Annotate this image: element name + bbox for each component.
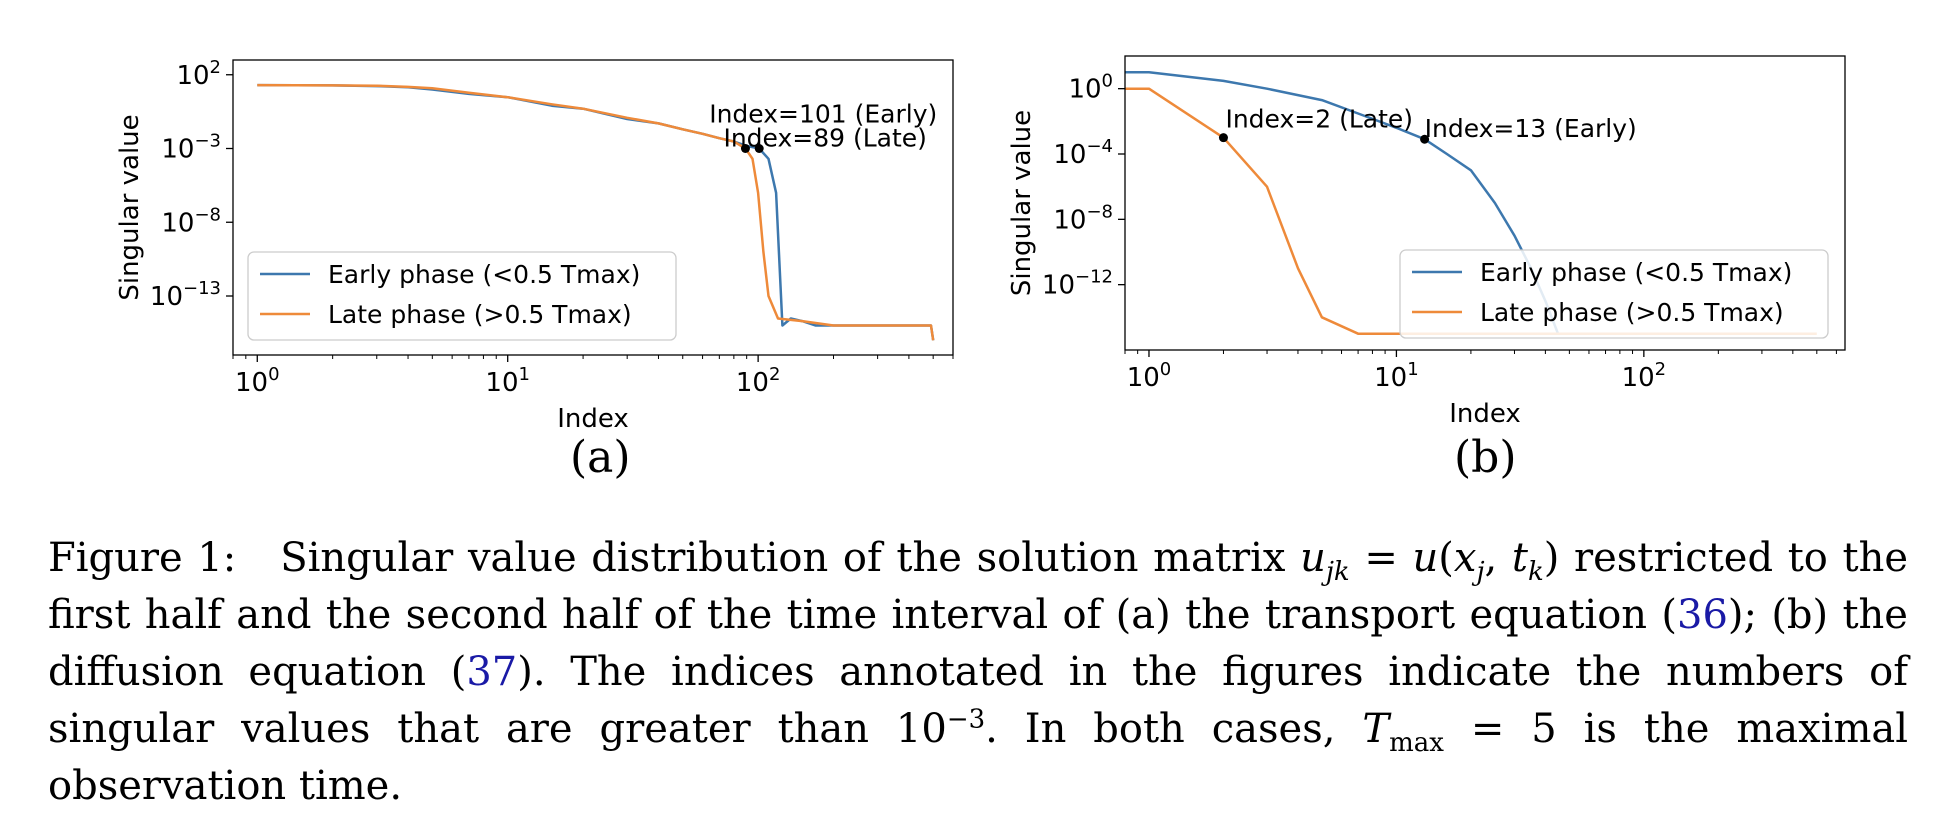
- x-tick-label: 100: [1127, 359, 1172, 393]
- subfigure-label-b: (b): [1454, 432, 1517, 483]
- y-tick-label: 102: [176, 57, 221, 91]
- legend-label: Early phase (<0.5 Tmax): [328, 260, 640, 289]
- x-axis-label: Index: [1449, 399, 1521, 429]
- annotation-label: Index=13 (Early): [1425, 114, 1637, 143]
- figure-page: 100 101 102 102 10−3 10−8 10−13 Index Singular v…: [48, 55, 1908, 809]
- y-tick-label: 10−13: [150, 278, 221, 312]
- x-tick-label: 101: [485, 364, 530, 398]
- legend-box: [247, 251, 677, 341]
- caption-text-3b: ). The indices annotated in the figures …: [48, 649, 1909, 752]
- y-tick-label: 10−8: [1053, 201, 1113, 235]
- legend-label: Early phase (<0.5 Tmax): [1480, 258, 1792, 287]
- legend-box: [1399, 249, 1829, 339]
- caption-math-ujk: ujk = u(xj, tk): [1300, 535, 1560, 587]
- x-tick-label: 101: [1374, 359, 1419, 393]
- legend-label: Late phase (>0.5 Tmax): [328, 300, 632, 329]
- caption-text-4b: . In both cases,: [985, 706, 1336, 752]
- caption-math-tmax: Tmax: [1362, 706, 1444, 758]
- annotation-label: Index=2 (Late): [1225, 105, 1413, 134]
- y-tick-label: 10−12: [1042, 267, 1113, 301]
- caption-text-2a: first half and the second half of the ti…: [48, 592, 1677, 638]
- caption-text-1b: restricted to the: [1573, 535, 1909, 581]
- plot-frame: [232, 59, 954, 356]
- caption-text-2b: ); (b) the: [1727, 592, 1908, 638]
- figure-caption: Figure 1: Singular value distribution of…: [48, 530, 1908, 815]
- plot-frame: [1124, 55, 1846, 351]
- y-tick-label: 100: [1068, 71, 1113, 105]
- caption-text-1a: Singular value distribution of the solut…: [280, 535, 1286, 581]
- annotation-label: Index=89 (Late): [723, 124, 926, 153]
- annotation-marker: [740, 144, 750, 153]
- y-axis-label: Singular value: [115, 114, 145, 300]
- caption-text-4a: values that are greater than 10: [241, 706, 947, 752]
- caption-figure-label: Figure 1:: [48, 535, 237, 581]
- subfigure-label-a: (a): [570, 432, 631, 483]
- annotation-label: Index=101 (Early): [709, 100, 937, 129]
- annotation-marker: [1218, 133, 1228, 143]
- caption-ref-37[interactable]: 37: [466, 649, 518, 695]
- x-tick-label: 102: [736, 364, 781, 398]
- caption-text-3a: diffusion equation (: [48, 649, 467, 695]
- annotation-marker: [1420, 134, 1430, 144]
- chart-a: 100 101 102 102 10−3 10−8 10−13 Index Singular v…: [115, 57, 954, 434]
- x-tick-label: 100: [235, 364, 280, 398]
- y-tick-label: 10−3: [161, 131, 221, 165]
- charts-svg: 100 101 102 102 10−3 10−8 10−13 Index Singular v…: [115, 55, 1846, 434]
- y-axis-label: Singular value: [1007, 110, 1037, 296]
- chart-b: 100 101 102 100 10−4 10−8 10−12 Index Singular v…: [1007, 55, 1846, 429]
- series-line-late: [257, 83, 935, 341]
- y-tick-label: 10−4: [1053, 136, 1113, 170]
- caption-exp: −3: [946, 704, 986, 735]
- annotation-marker: [754, 144, 764, 153]
- x-axis-label: Index: [557, 404, 629, 434]
- legend-label: Late phase (>0.5 Tmax): [1480, 298, 1784, 327]
- caption-ref-36[interactable]: 36: [1677, 592, 1728, 638]
- x-tick-label: 102: [1622, 359, 1667, 393]
- y-tick-label: 10−8: [161, 204, 221, 238]
